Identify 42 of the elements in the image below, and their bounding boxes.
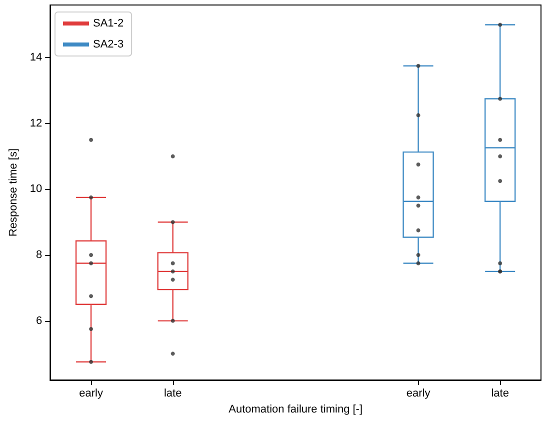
point <box>170 352 175 356</box>
point <box>89 360 94 364</box>
y-tick-label: 14 <box>30 52 42 64</box>
point <box>416 204 420 208</box>
point <box>498 96 502 101</box>
point <box>89 195 94 200</box>
y-tick-label: 8 <box>36 249 42 261</box>
point <box>416 64 420 68</box>
point <box>89 138 94 142</box>
x-tick-label: late <box>164 388 182 400</box>
y-tick-label: 12 <box>30 117 42 130</box>
x-tick-label: early <box>79 388 104 400</box>
y-tick-label: 10 <box>30 183 42 196</box>
point <box>498 154 502 158</box>
point <box>498 138 502 142</box>
point <box>416 195 420 200</box>
point <box>170 318 175 323</box>
x-tick-label: late <box>491 388 509 400</box>
point <box>89 261 94 266</box>
point <box>170 220 175 224</box>
point <box>170 261 175 266</box>
y-axis-title: Response time [s] <box>8 148 20 237</box>
point <box>416 113 420 118</box>
point <box>170 278 175 282</box>
point <box>89 327 94 332</box>
point <box>416 162 420 167</box>
point <box>416 253 420 257</box>
point <box>498 269 502 274</box>
point <box>416 261 420 266</box>
point <box>416 228 420 232</box>
point <box>89 294 94 298</box>
point <box>498 22 502 27</box>
x-axis-title: Automation failure timing [-] <box>228 403 363 416</box>
legend-label: SA2-3 <box>93 38 124 50</box>
point <box>89 253 94 257</box>
legend-label: SA1-2 <box>93 18 124 30</box>
y-tick-label: 6 <box>36 314 42 327</box>
point <box>498 261 502 266</box>
point <box>170 269 175 274</box>
x-tick-label: early <box>406 388 431 400</box>
point <box>498 178 502 183</box>
point <box>170 154 175 158</box>
